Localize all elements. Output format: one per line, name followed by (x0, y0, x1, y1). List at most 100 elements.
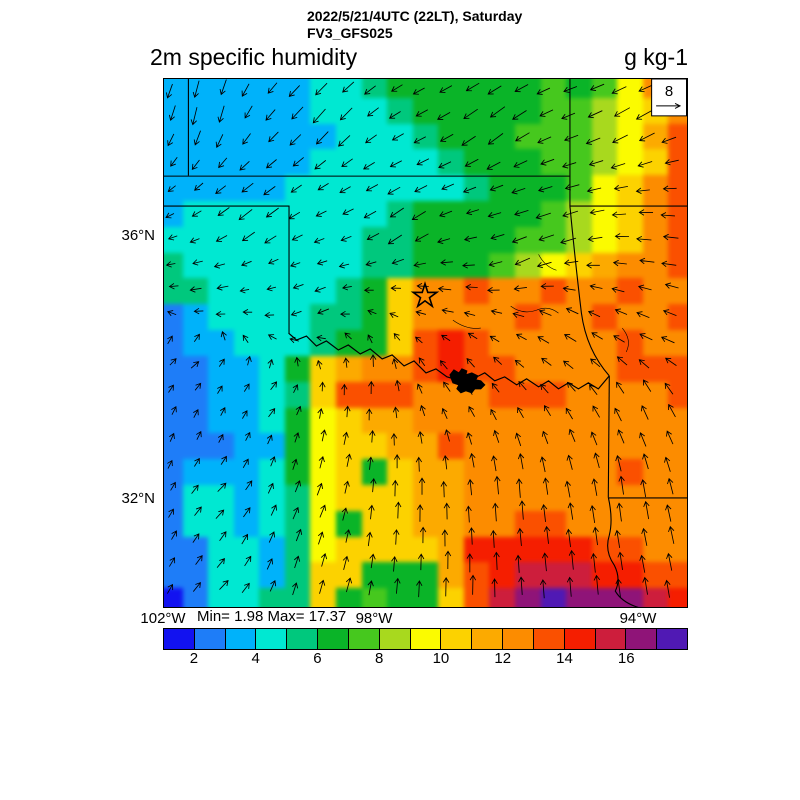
humidity-cell (164, 562, 183, 589)
humidity-cell (463, 175, 490, 202)
field-title: 2m specific humidity (150, 44, 358, 70)
humidity-cell (438, 330, 464, 356)
humidity-cell (438, 252, 464, 279)
humidity-cell (463, 278, 490, 305)
humidity-cell (642, 355, 669, 382)
humidity-cell (164, 175, 183, 202)
humidity-cell (259, 278, 285, 305)
humidity-cell (438, 484, 464, 511)
humidity-cell (514, 252, 541, 279)
colorbar-tick: 8 (375, 650, 384, 667)
humidity-cell (310, 407, 336, 434)
colorbar-segment (378, 629, 410, 649)
humidity-cell (617, 330, 643, 356)
humidity-cell (540, 304, 567, 331)
lat-tick-label: 32°N (121, 490, 155, 507)
humidity-cell (489, 123, 515, 150)
colorbar-tick: 16 (617, 650, 635, 667)
humidity-cell (387, 459, 413, 485)
humidity-cell (463, 510, 490, 537)
humidity-cell (617, 304, 643, 331)
humidity-cell (642, 304, 669, 331)
humidity-cell (489, 278, 515, 305)
humidity-cell (514, 562, 541, 589)
humidity-cell (387, 97, 413, 124)
humidity-cell (668, 588, 687, 607)
colorbar-segment (625, 629, 657, 649)
humidity-cell (412, 381, 439, 408)
humidity-cell (208, 252, 234, 279)
humidity-cell (540, 201, 567, 227)
humidity-cell (182, 381, 209, 408)
humidity-cell (412, 433, 439, 460)
humidity-cell (489, 201, 515, 227)
humidity-cell (412, 536, 439, 563)
humidity-cell (514, 123, 541, 150)
humidity-cell (361, 278, 388, 305)
humidity-cell (668, 201, 687, 227)
humidity-cell (259, 175, 285, 202)
red-river (288, 332, 610, 390)
humidity-cell (361, 484, 388, 511)
humidity-cell (335, 201, 362, 227)
humidity-cell (617, 79, 643, 98)
humidity-cell (514, 175, 541, 202)
humidity-cell (284, 459, 311, 485)
humidity-cell (387, 175, 413, 202)
humidity-cell (182, 562, 209, 589)
model-name-title: FV3_GFS025 (307, 25, 393, 41)
colorbar-segment (286, 629, 318, 649)
humidity-cell (642, 588, 669, 607)
humidity-cell (438, 588, 464, 607)
colorbar-segment (594, 629, 626, 649)
humidity-cell (566, 304, 592, 331)
humidity-cell (387, 304, 413, 331)
humidity-cell (208, 149, 234, 176)
humidity-cell (182, 252, 209, 279)
humidity-cell (489, 304, 515, 331)
humidity-cell (284, 330, 311, 356)
humidity-cell (668, 536, 687, 563)
humidity-cell (591, 97, 618, 124)
humidity-cell (361, 226, 388, 253)
humidity-cell (668, 278, 687, 305)
humidity-cell (310, 252, 336, 279)
colorbar-segment (347, 629, 379, 649)
humidity-cell (182, 459, 209, 485)
humidity-cell (668, 226, 687, 253)
humidity-cell (164, 252, 183, 279)
humidity-cell (164, 433, 183, 460)
humidity-cell (412, 79, 439, 98)
humidity-cell (208, 123, 234, 150)
humidity-cell (208, 97, 234, 124)
humidity-cell (164, 588, 183, 607)
colorbar-segment (193, 629, 225, 649)
humidity-cell (438, 201, 464, 227)
colorbar-segment (317, 629, 348, 649)
humidity-cell (233, 149, 260, 176)
humidity-cell (566, 588, 592, 607)
colorbar-segment (409, 629, 441, 649)
humidity-cell (284, 79, 311, 98)
humidity-cell (463, 123, 490, 150)
humidity-cell (617, 123, 643, 150)
lon-tick-label: 94°W (619, 610, 657, 627)
wind-arrows (165, 79, 679, 599)
humidity-cell (182, 226, 209, 253)
humidity-cell (259, 484, 285, 511)
humidity-cell (412, 149, 439, 176)
humidity-cell (489, 330, 515, 356)
humidity-cell (438, 536, 464, 563)
humidity-cell (540, 97, 567, 124)
humidity-cell (489, 149, 515, 176)
colorbar-tick: 12 (494, 650, 512, 667)
humidity-cell (387, 252, 413, 279)
humidity-cell (335, 149, 362, 176)
humidity-cell (233, 97, 260, 124)
humidity-cell (361, 407, 388, 434)
humidity-cell (335, 407, 362, 434)
minmax-stats: Min= 1.98 Max= 17.37 (197, 608, 347, 625)
humidity-cell (259, 149, 285, 176)
colorbar-tick-labels: 2 4 6 8 10 12 14 16 (163, 650, 688, 668)
humidity-cell (489, 79, 515, 98)
